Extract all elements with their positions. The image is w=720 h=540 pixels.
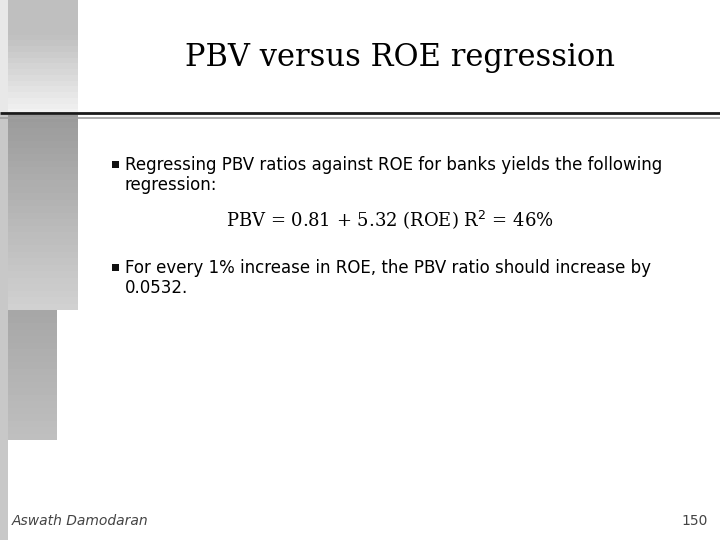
Bar	[8, 296, 78, 303]
Text: Regressing PBV ratios against ROE for banks yields the following: Regressing PBV ratios against ROE for ba…	[125, 156, 662, 174]
Bar	[8, 212, 78, 219]
Bar	[8, 329, 57, 336]
Bar	[0, 115, 8, 540]
Bar	[8, 251, 78, 258]
Bar	[0, 0, 8, 115]
Bar	[8, 238, 78, 245]
Bar	[8, 420, 57, 427]
Text: 150: 150	[682, 514, 708, 528]
Bar	[8, 322, 57, 329]
Bar	[8, 381, 57, 388]
Bar	[8, 199, 78, 206]
Bar	[8, 17, 78, 23]
Bar	[8, 179, 78, 186]
Bar	[8, 45, 78, 52]
Bar	[112, 264, 119, 271]
Bar	[8, 375, 57, 381]
Text: regression:: regression:	[125, 176, 217, 194]
Bar	[8, 348, 57, 355]
Bar	[8, 388, 57, 395]
Bar	[8, 147, 78, 154]
Bar	[8, 74, 78, 80]
Bar	[8, 34, 78, 40]
Bar	[112, 160, 119, 167]
Bar	[8, 5, 78, 11]
Bar	[8, 264, 78, 271]
Bar	[8, 245, 78, 252]
Bar	[8, 433, 57, 440]
Bar	[8, 290, 78, 297]
Text: PBV = 0.81 + 5.32 (ROE) R$^{2}$ = 46%: PBV = 0.81 + 5.32 (ROE) R$^{2}$ = 46%	[226, 208, 554, 232]
Text: For every 1% increase in ROE, the PBV ratio should increase by: For every 1% increase in ROE, the PBV ra…	[125, 259, 651, 277]
Bar	[8, 277, 78, 284]
Bar	[8, 80, 78, 86]
Bar	[8, 186, 78, 193]
Bar	[8, 121, 78, 128]
Bar	[8, 57, 78, 63]
Bar	[8, 166, 78, 173]
Bar	[8, 225, 78, 232]
Bar	[8, 91, 78, 98]
Bar	[8, 401, 57, 408]
Text: PBV versus ROE regression: PBV versus ROE regression	[185, 42, 615, 73]
Bar	[8, 258, 78, 265]
Bar	[8, 140, 78, 147]
Bar	[8, 427, 57, 434]
Bar	[8, 109, 78, 115]
Bar	[8, 206, 78, 213]
Bar	[8, 173, 78, 180]
Bar	[8, 361, 57, 368]
Bar	[8, 153, 78, 160]
Bar	[8, 303, 78, 310]
Bar	[8, 63, 78, 69]
Bar	[8, 407, 57, 414]
Bar	[8, 97, 78, 104]
Bar	[8, 309, 57, 316]
Bar	[8, 219, 78, 226]
Bar	[8, 86, 78, 92]
Bar	[8, 414, 57, 421]
Bar	[8, 23, 78, 29]
Bar	[8, 28, 78, 35]
Bar	[8, 394, 57, 401]
Bar	[8, 368, 57, 375]
Bar	[8, 342, 57, 349]
Bar	[8, 103, 78, 109]
Bar	[8, 51, 78, 57]
Bar	[8, 114, 78, 122]
Bar	[8, 192, 78, 199]
Bar	[8, 134, 78, 141]
Bar	[8, 355, 57, 362]
Bar	[8, 0, 78, 6]
Bar	[8, 335, 57, 342]
Bar	[8, 271, 78, 278]
Bar	[8, 160, 78, 167]
Bar	[8, 11, 78, 17]
Bar	[8, 316, 57, 323]
Text: 0.0532.: 0.0532.	[125, 279, 188, 297]
Bar	[8, 284, 78, 291]
Bar	[8, 69, 78, 75]
Bar	[8, 40, 78, 46]
Text: Aswath Damodaran: Aswath Damodaran	[12, 514, 148, 528]
Bar	[8, 232, 78, 239]
Bar	[8, 127, 78, 134]
